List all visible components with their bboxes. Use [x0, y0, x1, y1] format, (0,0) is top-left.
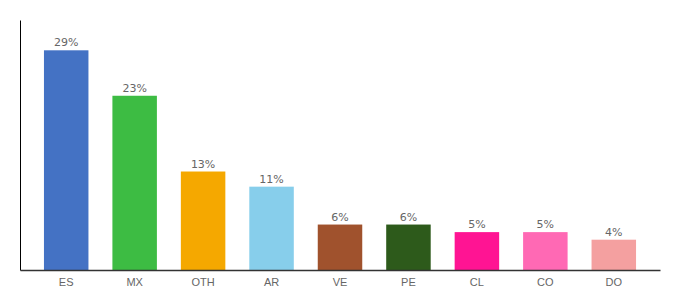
- data-label: 13%: [191, 158, 215, 171]
- x-tick: ES: [59, 276, 74, 288]
- x-tick-label: OTH: [191, 276, 214, 288]
- data-label: 5%: [468, 218, 485, 231]
- x-tick: DO: [606, 276, 623, 288]
- x-tick: CO: [537, 276, 554, 288]
- x-axis: ES MX OTH AR VE PE CL CO DO: [21, 271, 661, 288]
- bar: [112, 96, 156, 270]
- bar: [181, 172, 225, 270]
- bar: [386, 225, 430, 270]
- bar: [455, 232, 499, 270]
- x-tick-label: MX: [126, 276, 143, 288]
- bar: [249, 187, 293, 270]
- x-tick-label: ES: [59, 276, 74, 288]
- chart: ES MX OTH AR VE PE CL CO DO 29% 23% 13% 11% 6% 6% 5% 5% 4…: [0, 0, 680, 300]
- x-tick-label: VE: [333, 276, 348, 288]
- bars: [44, 50, 636, 270]
- x-tick: VE: [333, 276, 348, 288]
- x-tick-label: PE: [401, 276, 416, 288]
- x-tick-label: CL: [470, 276, 484, 288]
- x-tick: CL: [470, 276, 484, 288]
- x-tick: MX: [126, 276, 143, 288]
- data-label: 6%: [331, 211, 348, 224]
- data-label: 4%: [605, 226, 622, 239]
- data-label: 29%: [54, 36, 78, 49]
- x-tick-label: CO: [537, 276, 554, 288]
- data-label: 5%: [537, 218, 554, 231]
- data-label: 23%: [122, 82, 146, 95]
- y-axis: [20, 21, 21, 271]
- y-axis-line: [20, 21, 21, 271]
- x-tick-label: AR: [264, 276, 279, 288]
- plot: ES MX OTH AR VE PE CL CO DO 29% 23% 13% 11% 6% 6% 5% 5% 4…: [21, 21, 661, 288]
- bar: [318, 225, 362, 270]
- x-tick: PE: [401, 276, 416, 288]
- x-tick: OTH: [191, 276, 214, 288]
- bar: [44, 50, 88, 270]
- x-axis-line: [21, 270, 661, 272]
- data-label: 6%: [400, 211, 417, 224]
- x-tick-label: DO: [606, 276, 623, 288]
- bar: [592, 240, 636, 270]
- data-label: 11%: [259, 173, 283, 186]
- x-tick: AR: [264, 276, 279, 288]
- bar: [523, 232, 567, 270]
- data-labels: 29% 23% 13% 11% 6% 6% 5% 5% 4%: [54, 36, 623, 238]
